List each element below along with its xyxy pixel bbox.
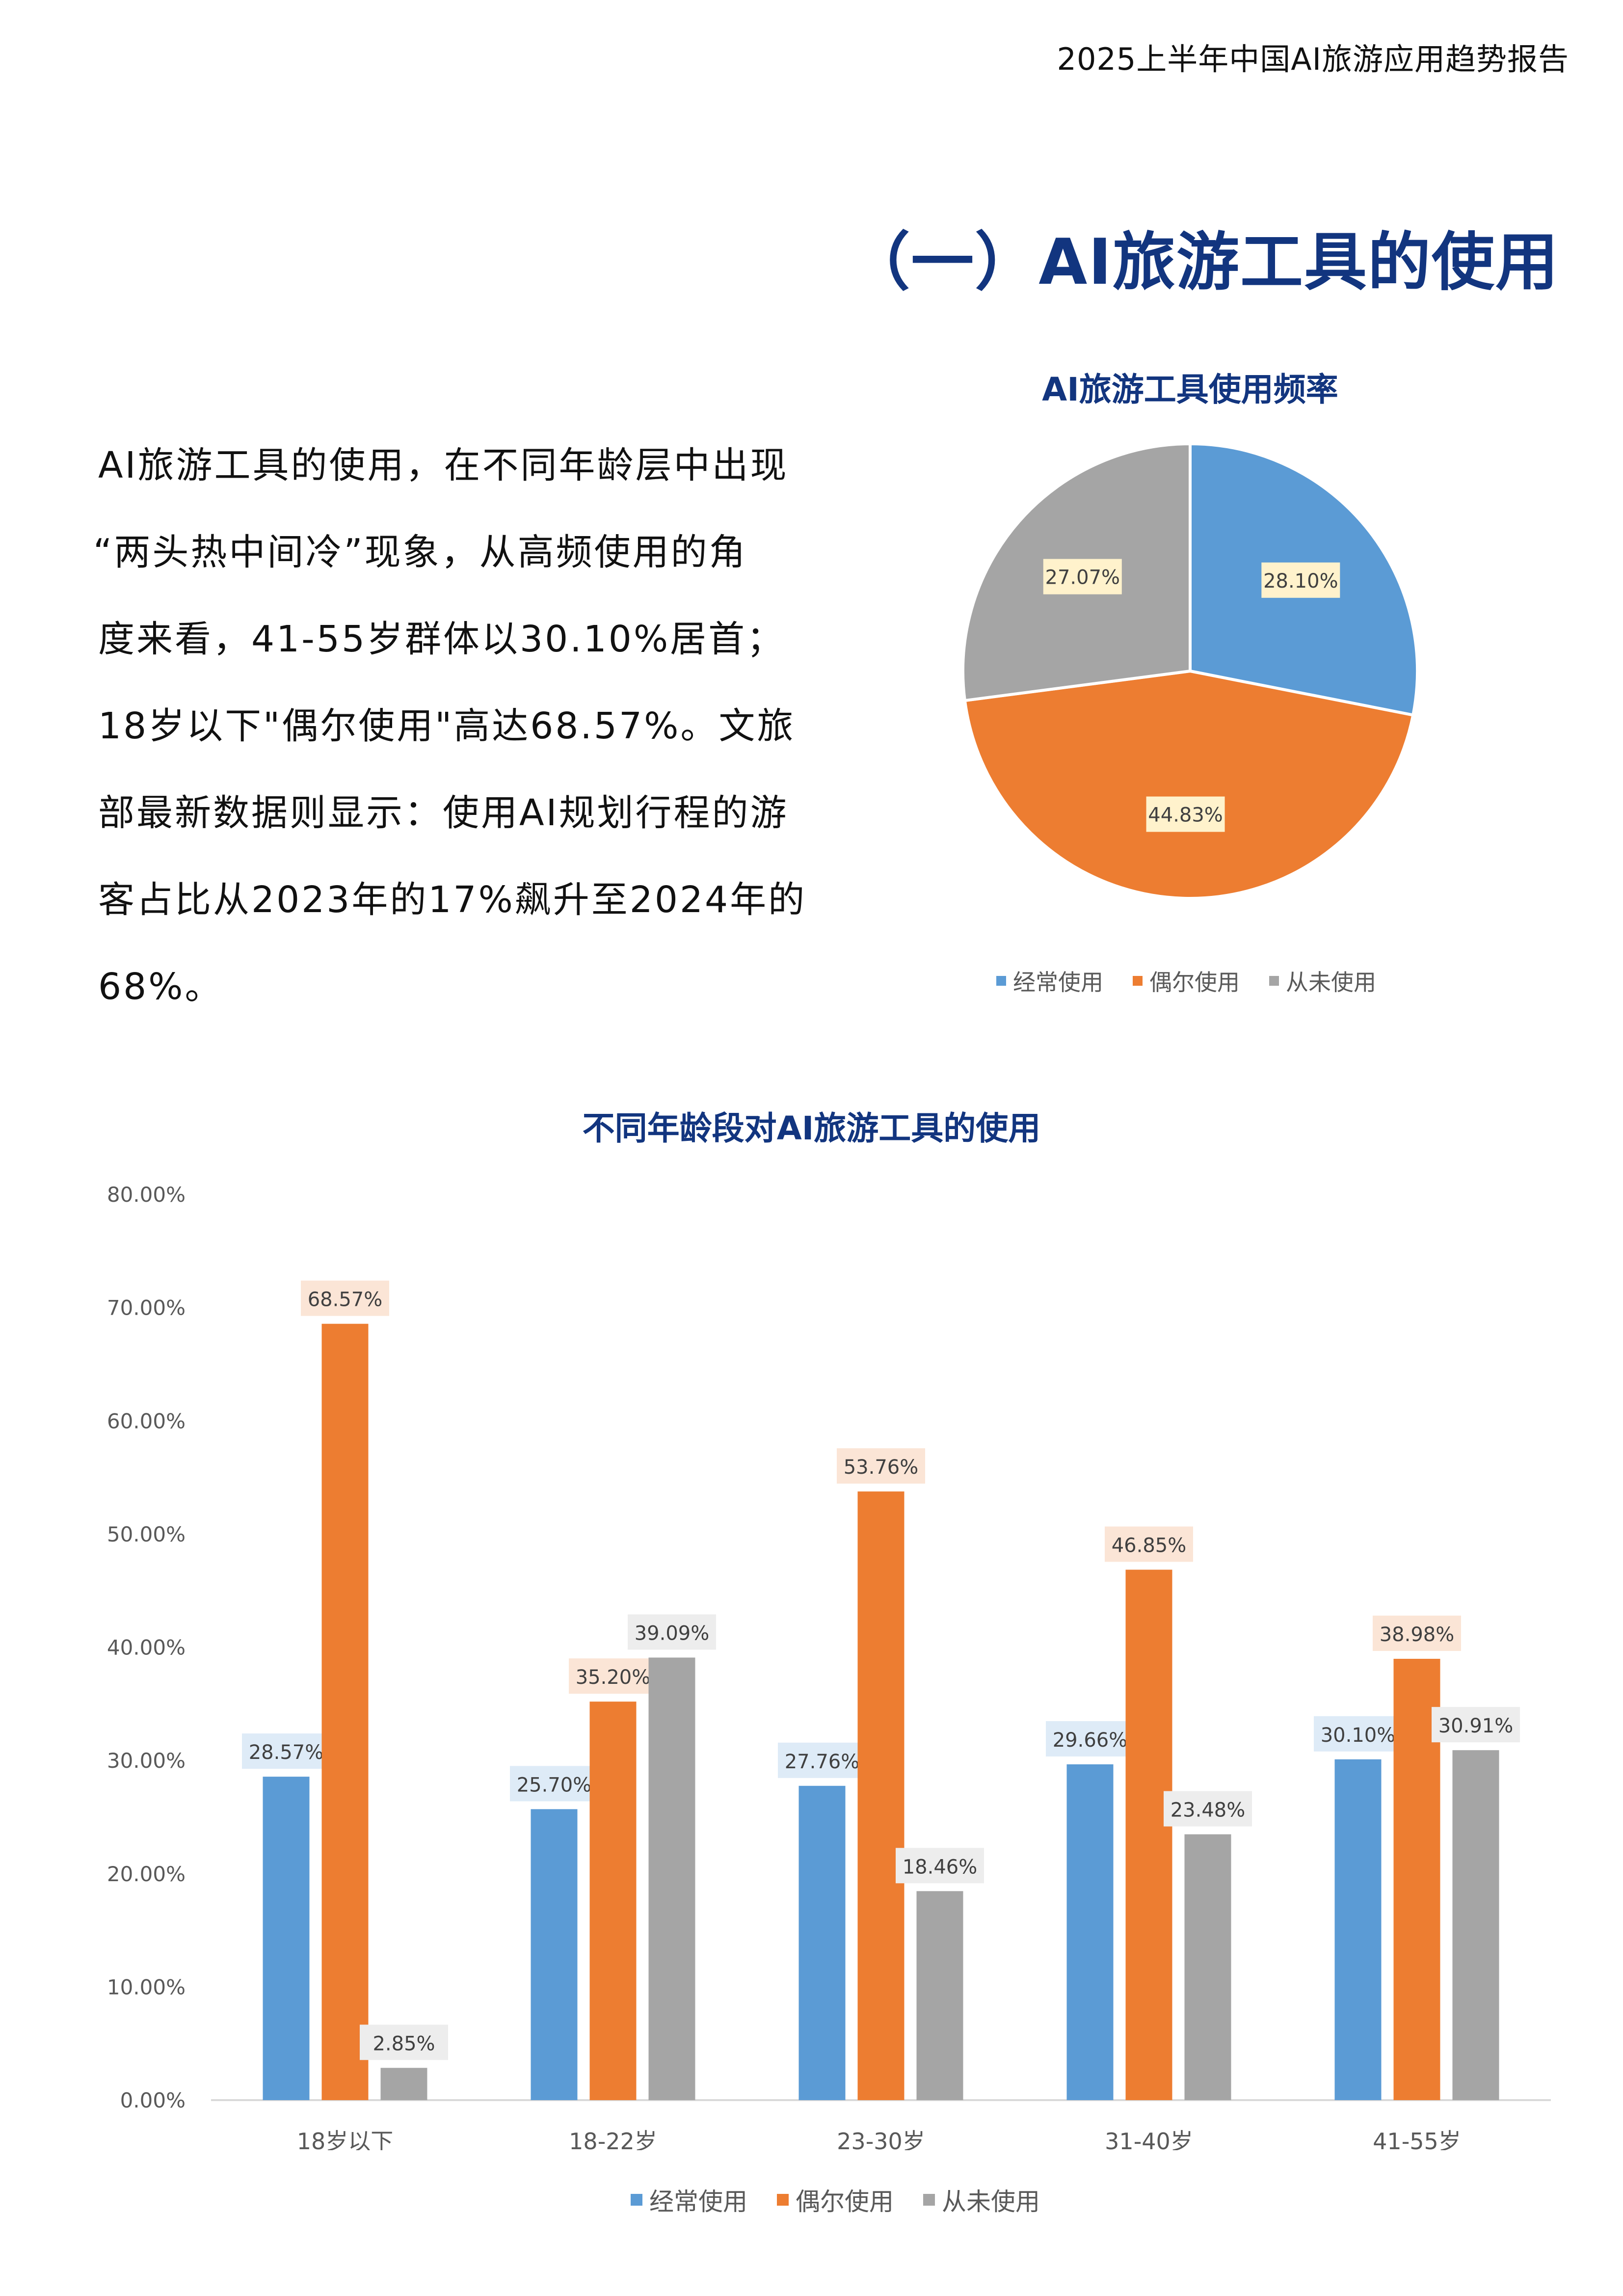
svg-text:46.85%: 46.85% [1112,1535,1187,1557]
bar [531,1809,578,2100]
y-axis-tick-label: 60.00% [107,1409,186,1433]
svg-text:29.66%: 29.66% [1053,1729,1128,1752]
bar-data-label: 30.10% [1314,1716,1402,1752]
svg-text:27.07%: 27.07% [1045,567,1120,589]
y-axis-tick-label: 10.00% [107,1975,186,1999]
body-line: AI旅游工具的使用，在不同年龄层中出现 [98,444,789,486]
bar-data-label: 29.66% [1046,1721,1134,1756]
bar [380,2068,427,2100]
pie-chart: 28.10% 44.83% 27.07% [961,442,1419,900]
body-line: 68%。 [98,966,223,1008]
bar-data-label: 53.76% [837,1448,925,1484]
bar-chart: 0.00% 10.00% 20.00% 30.00% 40.00% 50.00% 60.00… [107,1183,1551,2150]
x-axis-category-label: 18-22岁 [569,2128,657,2150]
body-line: 部最新数据则显示：使用AI规划行程的游 [98,792,789,834]
legend-swatch-icon [923,2194,935,2206]
x-axis-category-label: 31-40岁 [1105,2128,1193,2150]
y-axis-tick-label: 0.00% [120,2088,186,2112]
bar [263,1777,310,2100]
body-line: 客占比从2023年的17%飙升至2024年的 [98,879,807,921]
legend-swatch-icon [631,2194,642,2206]
bar [857,1491,905,2100]
section-title: （一）AI旅游工具的使用 [847,226,1559,299]
bar [1184,1834,1231,2100]
bar [1066,1764,1114,2100]
bar-data-label: 46.85% [1105,1526,1193,1562]
report-header-title: 2025上半年中国AI旅游应用趋势报告 [1057,41,1569,77]
bar [589,1702,637,2100]
svg-text:18.46%: 18.46% [903,1856,978,1878]
bar-data-label: 28.57% [242,1733,330,1769]
svg-text:38.98%: 38.98% [1380,1623,1455,1646]
legend-swatch-icon [1269,976,1279,986]
legend-item-never: 从未使用 [1269,965,1376,997]
svg-text:44.83%: 44.83% [1148,804,1223,827]
bar-data-label: 30.91% [1432,1707,1520,1743]
x-axis-category-label: 41-55岁 [1373,2128,1461,2150]
legend-item-occasional: 偶尔使用 [1133,965,1240,997]
bar-data-label: 25.70% [510,1766,598,1802]
bar-chart-legend: 经常使用 偶尔使用 从未使用 [631,2182,1040,2217]
legend-item-occasional: 偶尔使用 [777,2182,894,2217]
body-line: 度来看，41-55岁群体以30.10%居首； [98,618,785,660]
svg-text:68.57%: 68.57% [308,1289,383,1311]
bar-data-label: 38.98% [1373,1616,1461,1651]
y-axis-tick-label: 70.00% [107,1296,186,1320]
bar [798,1785,846,2100]
x-axis-category-label: 23-30岁 [837,2128,925,2150]
bar [648,1657,695,2100]
svg-text:35.20%: 35.20% [576,1666,651,1689]
bar [321,1324,369,2100]
legend-item-frequent: 经常使用 [631,2182,747,2217]
bar-data-label: 68.57% [301,1280,389,1316]
legend-item-frequent: 经常使用 [996,965,1103,997]
body-line: “两头热中间冷”现象，从高频使用的角 [93,531,747,573]
pie-chart-legend: 经常使用 偶尔使用 从未使用 [996,965,1376,997]
legend-item-never: 从未使用 [923,2182,1040,2217]
pie-data-label: 27.07% [1043,559,1122,594]
pie-data-label: 28.10% [1261,562,1340,598]
svg-text:27.76%: 27.76% [785,1751,860,1773]
legend-swatch-icon [996,976,1006,986]
y-axis-tick-label: 80.00% [107,1183,186,1207]
y-axis-tick-label: 20.00% [107,1862,186,1886]
svg-text:30.91%: 30.91% [1438,1715,1514,1737]
bar-chart-title: 不同年龄段对AI旅游工具的使用 [582,1109,1041,1147]
svg-text:53.76%: 53.76% [844,1456,919,1479]
svg-text:23.48%: 23.48% [1171,1799,1246,1821]
bar-data-label: 18.46% [896,1848,984,1884]
svg-text:2.85%: 2.85% [372,2032,435,2055]
x-axis-category-label: 18岁以下 [297,2128,394,2150]
svg-text:39.09%: 39.09% [635,1622,710,1645]
y-axis-tick-label: 30.00% [107,1749,186,1773]
bar [1452,1750,1499,2100]
bar [1334,1759,1382,2100]
body-paragraph: AI旅游工具的使用，在不同年龄层中出现 “两头热中间冷”现象，从高频使用的角 度… [93,422,864,1030]
body-line: 18岁以下"偶尔使用"高达68.57%。文旅 [98,705,796,747]
pie-chart-title: AI旅游工具使用频率 [1042,371,1338,408]
pie-data-label: 44.83% [1146,796,1225,832]
svg-text:25.70%: 25.70% [517,1774,592,1796]
legend-swatch-icon [1133,976,1143,986]
legend-swatch-icon [777,2194,789,2206]
bar-data-label: 23.48% [1164,1791,1252,1827]
svg-text:28.10%: 28.10% [1263,570,1338,593]
bar-data-label: 27.76% [778,1742,866,1778]
svg-text:28.57%: 28.57% [249,1741,324,1764]
svg-text:30.10%: 30.10% [1321,1724,1396,1747]
y-axis-tick-label: 40.00% [107,1636,186,1660]
pie-slice [963,669,1415,900]
bar [916,1891,963,2100]
bar-data-label: 35.20% [569,1658,657,1694]
bar-data-label: 39.09% [628,1614,716,1650]
bar [1125,1569,1172,2100]
y-axis-tick-label: 50.00% [107,1522,186,1546]
bar-data-label: 2.85% [360,2025,448,2060]
